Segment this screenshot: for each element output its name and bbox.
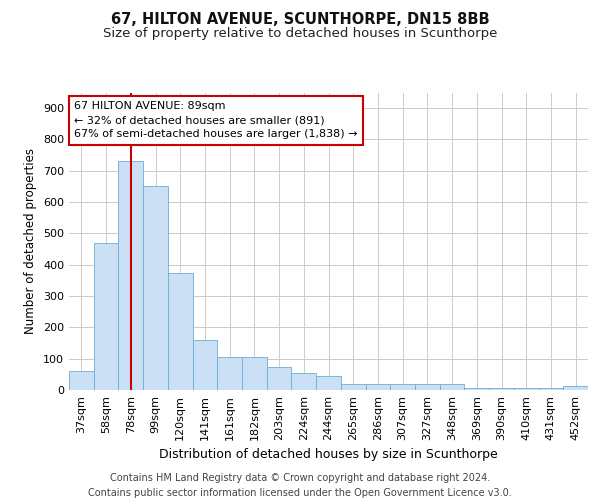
- Bar: [143, 186, 168, 390]
- Bar: [94, 243, 118, 390]
- Bar: [563, 386, 588, 390]
- Text: Contains HM Land Registry data © Crown copyright and database right 2024.
Contai: Contains HM Land Registry data © Crown c…: [88, 472, 512, 498]
- Bar: [217, 357, 242, 390]
- Text: Size of property relative to detached houses in Scunthorpe: Size of property relative to detached ho…: [103, 28, 497, 40]
- Bar: [267, 366, 292, 390]
- Text: 67 HILTON AVENUE: 89sqm
← 32% of detached houses are smaller (891)
67% of semi-d: 67 HILTON AVENUE: 89sqm ← 32% of detache…: [74, 102, 358, 140]
- Bar: [514, 388, 539, 390]
- Bar: [464, 388, 489, 390]
- Bar: [365, 384, 390, 390]
- Bar: [118, 162, 143, 390]
- Text: 67, HILTON AVENUE, SCUNTHORPE, DN15 8BB: 67, HILTON AVENUE, SCUNTHORPE, DN15 8BB: [110, 12, 490, 28]
- Bar: [168, 272, 193, 390]
- Bar: [69, 370, 94, 390]
- Bar: [292, 373, 316, 390]
- Bar: [316, 376, 341, 390]
- Bar: [242, 357, 267, 390]
- Bar: [440, 384, 464, 390]
- X-axis label: Distribution of detached houses by size in Scunthorpe: Distribution of detached houses by size …: [159, 448, 498, 462]
- Y-axis label: Number of detached properties: Number of detached properties: [25, 148, 37, 334]
- Bar: [193, 340, 217, 390]
- Bar: [539, 388, 563, 390]
- Bar: [341, 384, 365, 390]
- Bar: [489, 388, 514, 390]
- Bar: [415, 384, 440, 390]
- Bar: [390, 384, 415, 390]
